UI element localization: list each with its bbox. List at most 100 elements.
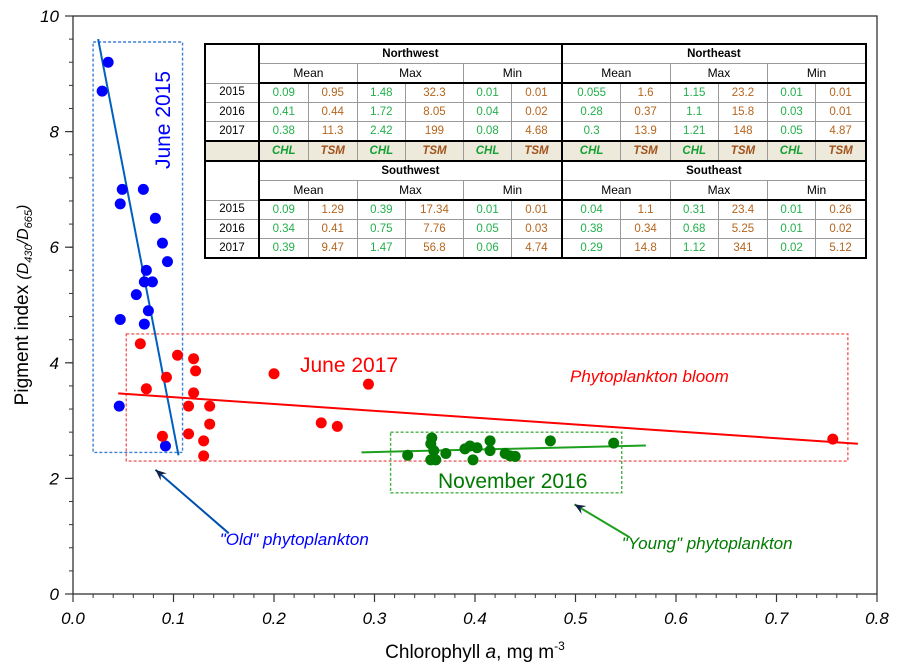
year-cell: 2016 xyxy=(204,219,260,239)
x-axis-title: Chlorophyll a, mg m-3 xyxy=(385,639,565,663)
data-point xyxy=(142,305,154,317)
data-point xyxy=(509,450,521,462)
variable-label-row: CHL TSM CHL TSM CHL TSM CHL TSM CHL TSM CHL TSM xyxy=(204,140,867,162)
tsm-value: 341 xyxy=(717,238,769,259)
tsm-value: 1.6 xyxy=(620,82,671,103)
y-tick-label: 8 xyxy=(50,123,60,142)
data-point xyxy=(159,440,171,452)
tsm-value: 0.95 xyxy=(307,82,358,103)
stat-header: Mean xyxy=(258,63,358,84)
region-header: Northeast xyxy=(560,43,867,64)
label-young-phytoplankton: "Young" phytoplankton xyxy=(622,534,793,553)
region-header: Northwest xyxy=(258,43,563,64)
chl-value: 0.05 xyxy=(767,121,817,142)
tsm-value: 0.03 xyxy=(511,219,563,239)
statistics-table: Northwest Northeast Mean Max Min Mean Max Min 20… xyxy=(204,43,867,259)
tsm-value: 32.3 xyxy=(404,82,465,103)
variable-label: TSM xyxy=(717,140,769,162)
data-point xyxy=(160,371,172,383)
stat-header-row: Mean Max Min Mean Max Min xyxy=(205,63,867,84)
data-point xyxy=(204,400,216,412)
variable-label: TSM xyxy=(307,140,358,162)
tsm-value: 5.12 xyxy=(815,238,867,259)
chl-value: 1.12 xyxy=(669,238,719,259)
stat-header: Mean xyxy=(560,180,671,201)
data-point xyxy=(156,430,168,442)
group-box-june-2017 xyxy=(125,333,849,462)
x-tick-label: 0.7 xyxy=(765,609,789,628)
axis-ticks: 0.0 0.1 0.2 0.3 0.4 0.5 0.6 0.7 0.8 0 2 4 6 8 10 xyxy=(40,7,889,628)
data-point xyxy=(114,313,126,325)
variable-label: TSM xyxy=(404,140,465,162)
chl-value: 0.41 xyxy=(258,102,309,122)
chl-value: 0.09 xyxy=(258,199,309,220)
data-point xyxy=(161,256,173,268)
trend-line-june-2017 xyxy=(118,392,858,445)
stat-header: Min xyxy=(767,180,867,201)
variable-label: CHL xyxy=(669,140,719,162)
chl-value: 0.31 xyxy=(669,199,719,220)
data-point xyxy=(198,450,210,462)
corner-cell xyxy=(204,43,260,84)
chl-value: 0.04 xyxy=(560,199,622,220)
data-point xyxy=(138,276,150,288)
variable-label: TSM xyxy=(620,140,671,162)
x-tick-label: 0.3 xyxy=(363,609,387,628)
stat-header: Min xyxy=(767,63,867,84)
variable-label: TSM xyxy=(511,140,563,162)
region-header: Southeast xyxy=(560,160,867,181)
chl-value: 0.29 xyxy=(560,238,622,259)
data-point xyxy=(137,183,149,195)
chl-value: 0.75 xyxy=(356,219,406,239)
tsm-value: 14.8 xyxy=(620,238,671,259)
chl-value: 1.72 xyxy=(356,102,406,122)
y-tick-label: 6 xyxy=(50,238,60,257)
data-point xyxy=(268,368,280,380)
tsm-value: 0.34 xyxy=(620,219,671,239)
label-old-phytoplankton: "Old" phytoplankton xyxy=(220,530,369,549)
y-axis-title: Pigment index (D430/D665) xyxy=(12,205,35,406)
chl-value: 0.39 xyxy=(258,238,309,259)
annotation-arrow-shaft xyxy=(154,468,230,535)
data-point xyxy=(140,264,152,276)
group-boxes xyxy=(92,41,849,494)
tsm-value: 0.01 xyxy=(511,199,563,220)
chl-value: 0.28 xyxy=(560,102,622,122)
variable-label: CHL xyxy=(560,140,622,162)
stat-header-row: Mean Max Min Mean Max Min xyxy=(205,180,867,201)
tsm-value: 199 xyxy=(404,121,465,142)
stat-header: Min xyxy=(462,63,563,84)
data-point xyxy=(484,445,496,457)
x-tick-label: 0.0 xyxy=(61,609,85,628)
x-tick-label: 0.8 xyxy=(865,609,889,628)
tsm-value: 4.87 xyxy=(815,121,867,142)
data-point xyxy=(315,417,327,429)
data-point xyxy=(102,56,114,68)
y-tick-label: 10 xyxy=(40,7,59,26)
tsm-value: 0.41 xyxy=(307,219,358,239)
table-row: 2015 0.09 0.95 1.48 32.3 0.01 0.01 0.055 1.6 1.15… xyxy=(204,82,867,103)
x-tick-label: 0.1 xyxy=(162,609,186,628)
x-tick-label: 0.6 xyxy=(664,609,688,628)
label-phytoplankton-bloom: Phytoplankton bloom xyxy=(570,367,729,386)
data-point xyxy=(116,183,128,195)
stat-header: Max xyxy=(669,63,769,84)
chl-value: 0.05 xyxy=(462,219,513,239)
tsm-value: 15.8 xyxy=(717,102,769,122)
arrowhead-icon xyxy=(574,504,587,515)
tsm-value: 0.02 xyxy=(511,102,563,122)
chl-value: 0.04 xyxy=(462,102,513,122)
trend-line-june-2015 xyxy=(97,38,180,456)
chl-value: 0.34 xyxy=(258,219,309,239)
chl-value: 0.01 xyxy=(767,199,817,220)
data-point xyxy=(428,445,440,457)
data-point xyxy=(183,428,195,440)
chl-value: 0.38 xyxy=(258,121,309,142)
region-header-row: Southwest Southeast xyxy=(204,160,867,201)
y-tick-label: 4 xyxy=(50,354,59,373)
data-point xyxy=(190,365,202,377)
data-point xyxy=(130,289,142,301)
label-june-2017: June 2017 xyxy=(300,354,398,377)
region-header: Southwest xyxy=(258,160,563,181)
